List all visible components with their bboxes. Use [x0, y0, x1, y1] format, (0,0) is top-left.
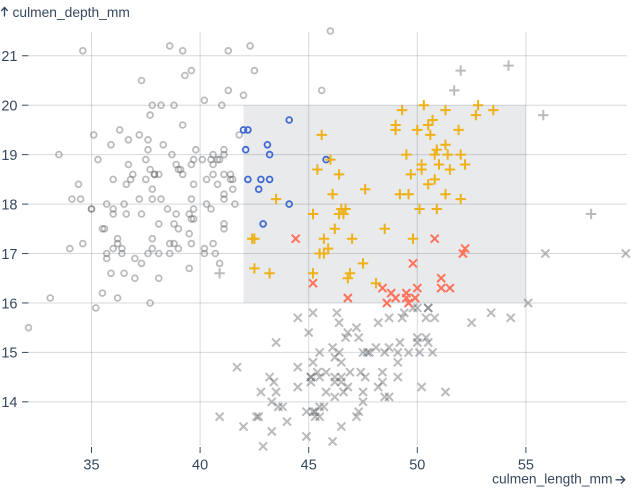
- svg-text:16: 16: [1, 296, 17, 312]
- svg-text:15: 15: [1, 346, 17, 362]
- svg-text:17: 17: [1, 247, 17, 263]
- svg-text:50: 50: [409, 458, 425, 474]
- svg-text:19: 19: [1, 148, 17, 164]
- svg-text:40: 40: [192, 458, 208, 474]
- svg-text:culmen_depth_mm: culmen_depth_mm: [13, 5, 130, 20]
- svg-text:culmen_length_mm: culmen_length_mm: [492, 472, 612, 487]
- svg-text:45: 45: [301, 458, 317, 474]
- svg-text:20: 20: [1, 99, 17, 115]
- svg-text:14: 14: [1, 395, 17, 411]
- svg-text:35: 35: [83, 458, 99, 474]
- svg-text:21: 21: [1, 49, 17, 65]
- svg-text:18: 18: [1, 197, 17, 213]
- svg-text:55: 55: [518, 458, 534, 474]
